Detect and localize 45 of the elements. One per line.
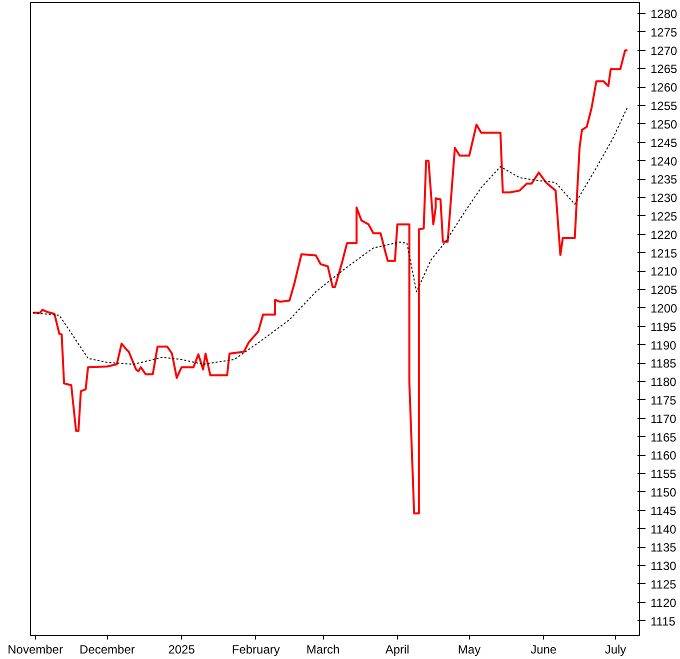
y-tick-label: 1255 xyxy=(650,99,678,114)
x-tick-label: November xyxy=(8,642,63,656)
y-tick-label: 1125 xyxy=(650,577,677,592)
y-tick-label: 1130 xyxy=(650,559,677,574)
y-tick-label: 1265 xyxy=(650,62,678,76)
y-tick-label: 1280 xyxy=(650,7,678,22)
y-tick-label: 1165 xyxy=(650,430,677,444)
x-tick-label: March xyxy=(306,642,340,656)
y-tick-label: 1210 xyxy=(650,264,678,279)
y-tick-label: 1175 xyxy=(650,393,677,408)
y-tick-label: 1260 xyxy=(650,80,678,95)
y-tick-label: 1155 xyxy=(650,467,677,482)
y-tick-label: 1250 xyxy=(650,117,678,132)
y-tick-label: 1235 xyxy=(650,172,678,187)
y-tick-label: 1275 xyxy=(650,25,678,40)
y-tick-label: 1220 xyxy=(650,228,678,242)
y-tick-label: 1190 xyxy=(650,338,677,352)
y-tick-label: 1230 xyxy=(650,191,678,206)
y-tick-label: 1145 xyxy=(650,504,677,518)
x-tick-label: May xyxy=(458,642,481,656)
y-tick-label: 1115 xyxy=(650,614,676,628)
y-tick-label: 1205 xyxy=(650,283,678,298)
y-tick-label: 1140 xyxy=(650,522,677,536)
y-tick-label: 1245 xyxy=(650,136,678,150)
y-tick-label: 1135 xyxy=(650,540,677,555)
y-tick-label: 1270 xyxy=(650,44,678,58)
x-tick-label: 2025 xyxy=(168,642,196,656)
line-series xyxy=(32,49,629,514)
y-tick-label: 1160 xyxy=(650,448,677,463)
y-tick-label: 1200 xyxy=(650,301,678,316)
y-tick-label: 1150 xyxy=(650,485,677,500)
y-tick-label: 1195 xyxy=(650,320,677,334)
y-tick-label: 1180 xyxy=(650,375,677,390)
x-tick-label: April xyxy=(385,642,410,656)
x-tick-label: February xyxy=(232,642,280,656)
y-tick-label: 1215 xyxy=(650,246,678,260)
y-tick-label: 1225 xyxy=(650,209,678,224)
y-tick-label: 1240 xyxy=(650,154,678,168)
line-series xyxy=(32,106,628,365)
y-tick-label: 1120 xyxy=(650,596,677,610)
x-tick-label: July xyxy=(604,642,626,656)
y-tick-label: 1170 xyxy=(650,412,677,426)
x-tick-label: December xyxy=(80,642,135,656)
y-tick-label: 1185 xyxy=(650,356,677,371)
x-tick-label: June xyxy=(530,642,557,656)
